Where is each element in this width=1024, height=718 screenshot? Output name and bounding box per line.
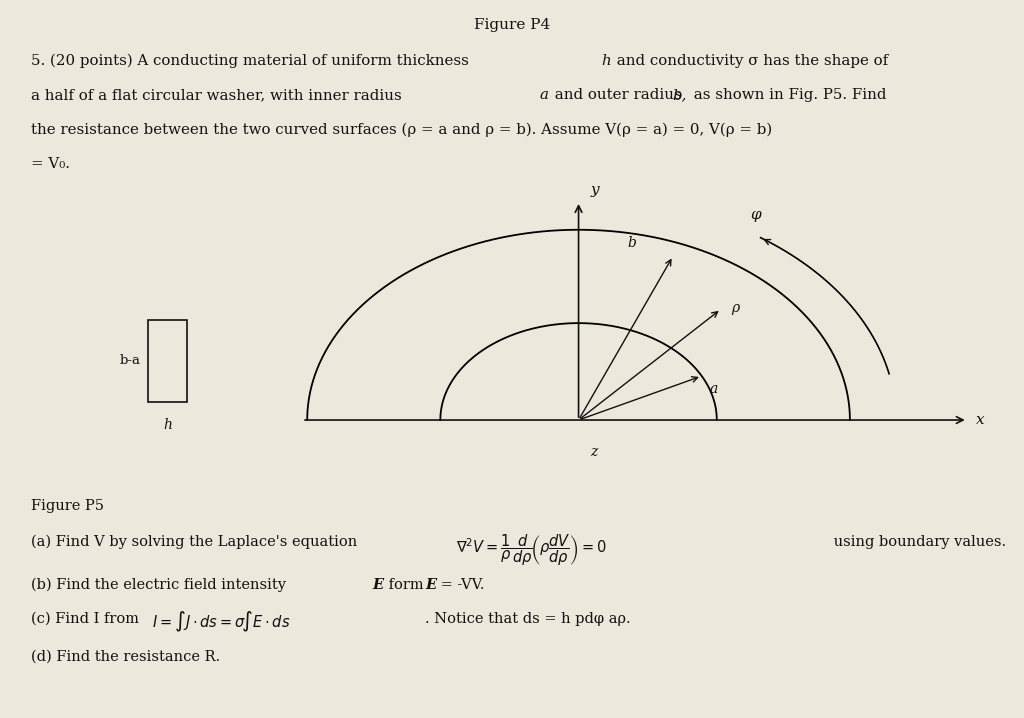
Text: a half of a flat circular washer, with inner radius: a half of a flat circular washer, with i… [31, 88, 407, 102]
Text: ρ: ρ [731, 301, 739, 314]
Text: a: a [540, 88, 549, 102]
Text: (d) Find the resistance R.: (d) Find the resistance R. [31, 650, 220, 663]
Text: and conductivity σ has the shape of: and conductivity σ has the shape of [612, 54, 889, 67]
Text: y: y [591, 184, 599, 197]
Text: a: a [710, 382, 718, 396]
Text: h: h [601, 54, 610, 67]
Text: b-a: b-a [119, 354, 140, 368]
Text: = V₀.: = V₀. [31, 157, 70, 171]
Text: Figure P4: Figure P4 [474, 18, 550, 32]
Text: Figure P5: Figure P5 [31, 499, 103, 513]
Text: x: x [976, 413, 984, 427]
Text: . Notice that ds = h pdφ aρ.: . Notice that ds = h pdφ aρ. [425, 612, 631, 625]
Text: 5. (20 points) A conducting material of uniform thickness: 5. (20 points) A conducting material of … [31, 54, 473, 68]
Text: z: z [590, 445, 598, 459]
Text: E: E [425, 578, 436, 592]
Text: E: E [373, 578, 384, 592]
Text: the resistance between the two curved surfaces (ρ = a and ρ = b). Assume V(ρ = a: the resistance between the two curved su… [31, 123, 772, 137]
Text: form: form [384, 578, 428, 592]
Text: = -VV.: = -VV. [436, 578, 484, 592]
Text: (c) Find I from: (c) Find I from [31, 612, 148, 625]
Text: $I = \int J \cdot ds = \sigma\!\int E \cdot ds$: $I = \int J \cdot ds = \sigma\!\int E \c… [152, 610, 290, 635]
Text: using boundary values.: using boundary values. [829, 535, 1007, 549]
Text: b: b [627, 236, 636, 250]
Text: as shown in Fig. P5. Find: as shown in Fig. P5. Find [689, 88, 887, 102]
Text: and outer radius: and outer radius [550, 88, 686, 102]
Text: φ: φ [751, 208, 761, 222]
Text: $\nabla^2 V = \dfrac{1}{\rho}\dfrac{d}{d\rho}\!\left(\rho\dfrac{dV}{d\rho}\right: $\nabla^2 V = \dfrac{1}{\rho}\dfrac{d}{d… [456, 533, 607, 569]
Text: b,: b, [673, 88, 687, 102]
Bar [148, 320, 187, 402]
Text: (b) Find the electric field intensity: (b) Find the electric field intensity [31, 578, 291, 592]
Text: (a) Find V by solving the Laplace's equation: (a) Find V by solving the Laplace's equa… [31, 535, 357, 549]
Text: h: h [164, 418, 172, 432]
